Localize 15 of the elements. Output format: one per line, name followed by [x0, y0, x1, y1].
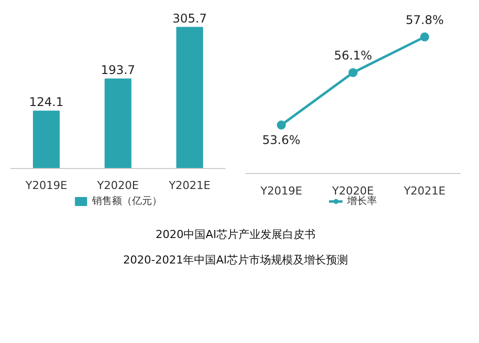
data-label: 124.1: [29, 95, 64, 110]
x-tick-label: Y2021E: [168, 179, 211, 192]
x-tick-label: Y2020E: [96, 179, 139, 192]
data-label: 56.1%: [334, 48, 372, 63]
legend-label: 增长率: [347, 195, 377, 208]
x-tick-label: Y2019E: [24, 179, 68, 192]
data-label: 53.6%: [262, 133, 300, 148]
data-label: 193.7: [100, 63, 136, 78]
text: 2020-2021年中国AI芯片市场规模及增长预测: [123, 253, 348, 266]
data-label: 57.8%: [406, 12, 444, 27]
x-tick-label: Y2021E: [402, 184, 446, 198]
data-label: 305.7: [172, 11, 207, 26]
x-tick-label: Y2019E: [260, 184, 302, 198]
legend-label: 销售额（亿元）: [92, 194, 162, 208]
text: 2020中国AI芯片产业发展白皮书: [156, 228, 316, 241]
